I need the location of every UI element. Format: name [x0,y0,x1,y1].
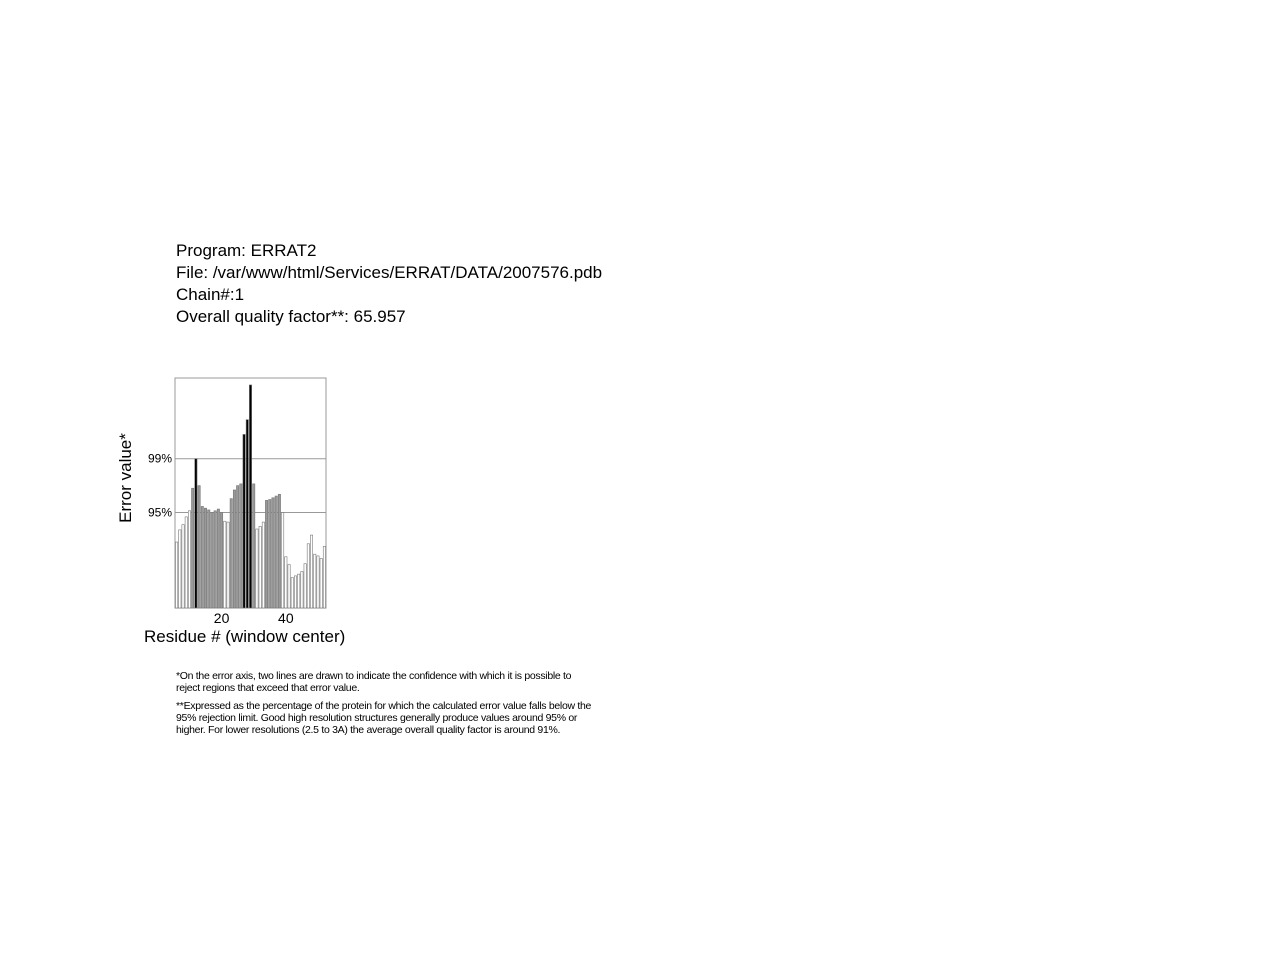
bar-5 [191,487,195,609]
threshold-label-0: 95% [148,506,172,520]
bar-42 [310,534,313,609]
report-header: Program: ERRAT2 File: /var/www/html/Serv… [176,240,602,328]
bar-14 [220,512,224,609]
bar-40 [303,563,307,609]
bar-28 [265,500,269,609]
bar-37 [294,575,297,609]
bar-21 [242,434,246,609]
bar-6 [194,458,198,609]
bar-46 [322,546,326,609]
bar-3 [184,516,188,609]
x-ticks: 20 40 [214,610,294,626]
bar-39 [300,571,304,609]
bar-36 [290,577,294,609]
error-bar-chart: 95%99% 20 40 [148,377,327,626]
bar-12 [213,510,217,609]
footnote-error-axis: *On the error axis, two lines are drawn … [176,670,572,694]
bar-43 [313,553,317,609]
x-tick-label-1: 40 [278,610,294,626]
bar-31 [274,495,278,609]
bar-15 [223,520,227,609]
bar-38 [297,573,301,609]
bar-24 [252,483,256,609]
bar-11 [210,512,214,609]
bar-1 [178,529,182,609]
bar-30 [271,497,275,609]
bar-20 [239,483,243,609]
chain-line: Chain#:1 [176,285,245,304]
bar-41 [306,543,310,609]
bar-7 [197,485,201,609]
bars [175,384,326,609]
bar-22 [245,419,249,609]
bar-17 [229,498,233,609]
bar-33 [281,512,285,609]
quality-factor-line: Overall quality factor**: 65.957 [176,307,406,326]
bar-34 [284,556,288,609]
footnote-quality-factor: **Expressed as the percentage of the pro… [176,700,592,736]
x-axis-label: Residue # (window center) [144,627,346,646]
bar-44 [316,555,320,609]
bar-18 [232,489,236,609]
bar-2 [181,524,185,609]
bar-29 [268,499,272,609]
bar-26 [258,526,262,609]
bar-23 [249,384,252,609]
bar-4 [188,510,191,609]
threshold-label-1: 99% [148,452,172,466]
bar-13 [216,508,220,609]
program-line: Program: ERRAT2 [176,241,317,260]
bar-25 [255,528,259,609]
bar-35 [287,564,291,609]
bar-0 [175,541,179,609]
footnotes: *On the error axis, two lines are drawn … [176,670,596,742]
bar-16 [226,521,230,609]
bar-9 [204,507,207,609]
bar-10 [207,509,211,609]
bar-19 [236,485,240,609]
bar-45 [319,558,323,609]
bar-27 [261,521,265,609]
bar-8 [200,506,204,609]
x-tick-label-0: 20 [214,610,230,626]
file-line: File: /var/www/html/Services/ERRAT/DATA/… [176,263,603,282]
bar-32 [277,494,281,609]
